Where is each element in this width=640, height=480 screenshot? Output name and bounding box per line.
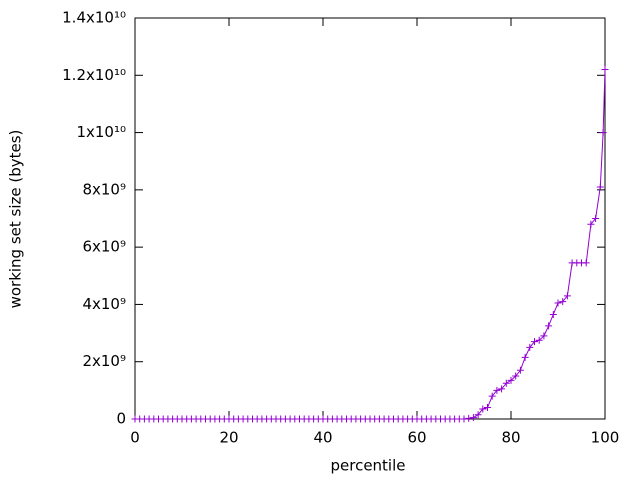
- x-tick-label: 20: [219, 429, 238, 447]
- point-marker: [592, 215, 600, 222]
- x-tick-label: 40: [313, 429, 332, 447]
- point-marker: [498, 385, 506, 393]
- y-tick-label: 6x10⁹: [82, 238, 126, 256]
- y-tick-label: 0: [116, 410, 126, 428]
- point-marker: [549, 310, 557, 318]
- point-marker: [488, 392, 496, 400]
- point-marker: [545, 322, 553, 330]
- point-marker: [563, 292, 571, 300]
- point-marker: [484, 404, 491, 412]
- x-tick-label: 60: [407, 429, 426, 447]
- point-marker: [479, 405, 487, 413]
- x-tick-label: 0: [130, 429, 140, 447]
- x-axis-label: percentile: [330, 457, 405, 475]
- y-tick-label: 1.4x10¹⁰: [62, 9, 126, 27]
- y-tick-label: 2x10⁹: [82, 352, 126, 370]
- point-marker: [582, 259, 590, 267]
- point-marker: [596, 183, 604, 191]
- point-marker: [587, 220, 595, 228]
- point-marker: [559, 298, 567, 306]
- point-marker: [531, 338, 538, 346]
- point-marker: [540, 332, 548, 340]
- plot-border: [134, 17, 606, 420]
- point-marker: [502, 379, 510, 387]
- y-tick-label: 8x10⁹: [82, 180, 126, 198]
- point-marker: [554, 299, 562, 307]
- point-marker: [601, 66, 609, 74]
- y-tick-label: 1x10¹⁰: [76, 123, 126, 141]
- point-marker: [469, 414, 477, 422]
- point-marker: [493, 386, 501, 394]
- point-marker: [460, 415, 468, 423]
- point-marker: [474, 411, 482, 419]
- point-marker: [512, 372, 520, 380]
- x-tick-label: 80: [501, 429, 520, 447]
- series-line: [135, 69, 606, 420]
- point-marker: [599, 129, 607, 137]
- point-marker: [526, 343, 534, 351]
- point-marker: [521, 353, 529, 361]
- point-marker: [507, 376, 515, 384]
- x-tick-label: 100: [591, 429, 620, 447]
- point-marker: [535, 336, 543, 344]
- y-tick-label: 4x10⁹: [82, 295, 126, 313]
- y-axis-label: working set size (bytes): [7, 130, 25, 309]
- point-marker: [465, 414, 473, 422]
- y-tick-label: 1.2x10¹⁰: [62, 66, 126, 84]
- point-marker: [516, 366, 524, 374]
